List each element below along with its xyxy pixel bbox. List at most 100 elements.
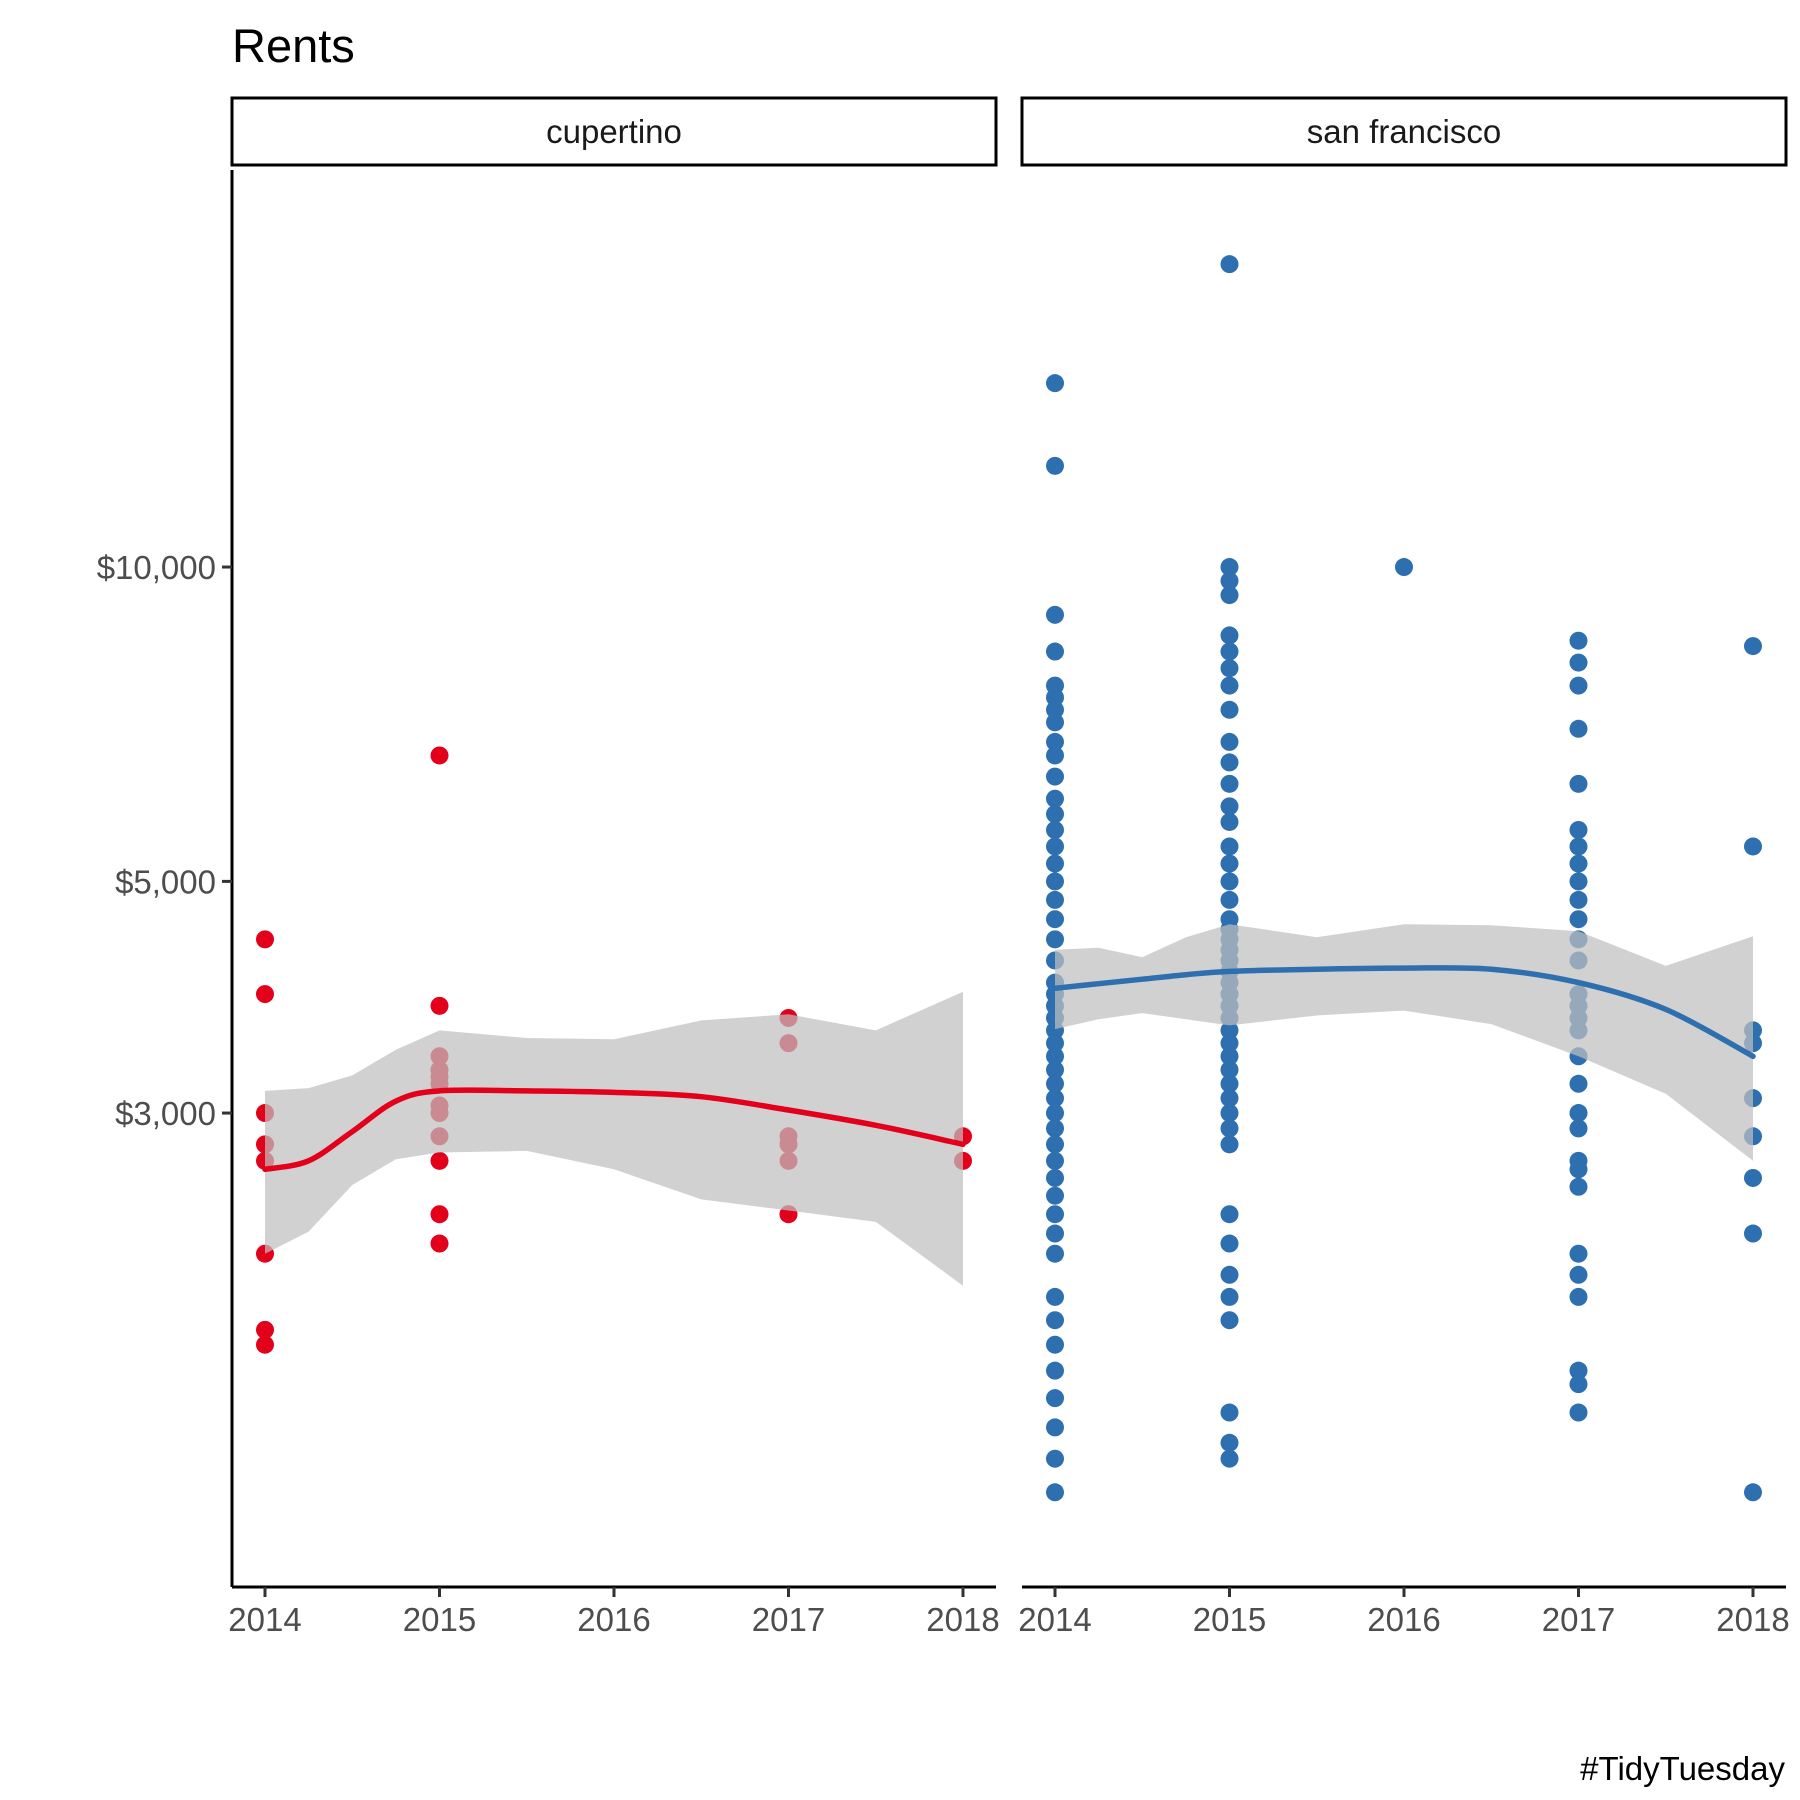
point-san-francisco-2018-6 <box>1744 1168 1762 1187</box>
point-san-francisco-2016-0 <box>1395 558 1413 577</box>
point-san-francisco-2015-43 <box>1220 1433 1239 1452</box>
point-san-francisco-2015-36 <box>1220 1135 1239 1154</box>
point-san-francisco-2014-27 <box>1046 1047 1064 1066</box>
point-san-francisco-2014-41 <box>1046 1311 1064 1330</box>
point-san-francisco-2017-1 <box>1569 653 1588 672</box>
point-san-francisco-2014-40 <box>1046 1287 1064 1306</box>
point-san-francisco-2017-29 <box>1569 1403 1588 1422</box>
point-san-francisco-2017-9 <box>1569 890 1588 909</box>
point-san-francisco-2017-0 <box>1569 631 1588 650</box>
point-san-francisco-2014-26 <box>1046 1034 1064 1053</box>
point-san-francisco-2017-6 <box>1569 837 1588 856</box>
point-san-francisco-2014-35 <box>1046 1168 1064 1187</box>
point-san-francisco-2015-14 <box>1220 837 1239 856</box>
point-san-francisco-2017-27 <box>1569 1361 1588 1380</box>
point-san-francisco-2015-11 <box>1220 774 1239 793</box>
trend-line-san-francisco <box>1052 965 1756 1060</box>
point-san-francisco-2015-41 <box>1220 1311 1239 1330</box>
point-san-francisco-2015-10 <box>1220 753 1239 772</box>
y-tick-label-3000: $3,000 <box>115 1095 216 1132</box>
chart-title: Rents <box>232 19 355 72</box>
point-san-francisco-2015-17 <box>1220 890 1239 909</box>
point-san-francisco-2015-44 <box>1220 1449 1239 1468</box>
point-san-francisco-2017-5 <box>1569 820 1588 839</box>
point-san-francisco-2015-37 <box>1220 1205 1239 1224</box>
point-san-francisco-2017-3 <box>1569 719 1588 738</box>
point-san-francisco-2015-40 <box>1220 1287 1239 1306</box>
point-san-francisco-2014-43 <box>1046 1361 1064 1380</box>
y-tick-label-10000: $10,000 <box>97 549 216 586</box>
point-san-francisco-2015-35 <box>1220 1119 1239 1138</box>
point-san-francisco-2015-30 <box>1220 1047 1239 1066</box>
point-san-francisco-2014-44 <box>1046 1389 1064 1408</box>
point-san-francisco-2014-46 <box>1046 1449 1064 1468</box>
point-cupertino-2014-6 <box>256 1320 274 1339</box>
point-cupertino-2015-0 <box>430 746 449 765</box>
point-san-francisco-2014-12 <box>1046 805 1064 824</box>
point-san-francisco-2014-11 <box>1046 789 1064 808</box>
point-cupertino-2014-7 <box>256 1335 274 1354</box>
point-san-francisco-2014-14 <box>1046 837 1064 856</box>
point-san-francisco-2015-5 <box>1220 642 1239 661</box>
point-san-francisco-2014-39 <box>1046 1244 1064 1263</box>
point-san-francisco-2014-47 <box>1046 1483 1064 1502</box>
point-san-francisco-2015-7 <box>1220 676 1239 695</box>
x-tick-label-cupertino-2016: 2016 <box>577 1601 650 1638</box>
point-san-francisco-2014-2 <box>1046 605 1064 624</box>
point-san-francisco-2014-29 <box>1046 1074 1064 1093</box>
point-san-francisco-2014-15 <box>1046 854 1064 873</box>
point-san-francisco-2014-18 <box>1046 910 1064 929</box>
point-san-francisco-2017-8 <box>1569 872 1588 891</box>
point-san-francisco-2015-38 <box>1220 1234 1239 1253</box>
x-tick-label-cupertino-2017: 2017 <box>752 1601 825 1638</box>
point-san-francisco-2014-19 <box>1046 930 1064 949</box>
point-san-francisco-2015-0 <box>1220 255 1239 274</box>
point-san-francisco-2015-42 <box>1220 1403 1239 1422</box>
point-cupertino-2015-9 <box>430 1151 449 1170</box>
point-san-francisco-2017-24 <box>1569 1244 1588 1263</box>
point-san-francisco-2014-33 <box>1046 1135 1064 1154</box>
point-san-francisco-2017-2 <box>1569 676 1588 695</box>
panel-san-francisco: san francisco 2014 2015 2016 2017 2018 <box>1018 96 1790 1638</box>
point-san-francisco-2014-1 <box>1046 456 1064 475</box>
strip-label-cupertino: cupertino <box>546 113 682 150</box>
point-san-francisco-2014-28 <box>1046 1060 1064 1079</box>
point-san-francisco-2018-0 <box>1744 637 1762 656</box>
facet-panels: cupertino 2014 2015 2016 2017 2018 $3,000 $5,00… <box>97 96 1790 1638</box>
point-san-francisco-2017-26 <box>1569 1287 1588 1306</box>
point-san-francisco-2014-45 <box>1046 1418 1064 1437</box>
point-san-francisco-2014-42 <box>1046 1335 1064 1354</box>
point-san-francisco-2017-10 <box>1569 910 1588 929</box>
y-tick-label-5000: $5,000 <box>115 863 216 900</box>
point-san-francisco-2014-6 <box>1046 700 1064 719</box>
x-tick-label-cupertino-2018: 2018 <box>926 1601 999 1638</box>
point-san-francisco-2017-28 <box>1569 1375 1588 1394</box>
point-san-francisco-2014-7 <box>1046 713 1064 732</box>
point-cupertino-2015-11 <box>430 1234 449 1253</box>
point-san-francisco-2014-32 <box>1046 1119 1064 1138</box>
point-san-francisco-2014-36 <box>1046 1186 1064 1205</box>
point-san-francisco-2015-33 <box>1220 1089 1239 1108</box>
caption: #TidyTuesday <box>1580 1750 1785 1787</box>
x-tick-label-san-francisco-2016: 2016 <box>1367 1601 1440 1638</box>
point-san-francisco-2017-7 <box>1569 854 1588 873</box>
point-san-francisco-2015-16 <box>1220 872 1239 891</box>
point-san-francisco-2017-25 <box>1569 1265 1588 1284</box>
strip-san-francisco <box>1020 96 1788 167</box>
x-tick-label-cupertino-2014: 2014 <box>228 1601 301 1638</box>
point-san-francisco-2014-9 <box>1046 746 1064 765</box>
point-san-francisco-2017-23 <box>1569 1177 1588 1196</box>
trend-line-cupertino <box>262 1087 966 1173</box>
point-san-francisco-2015-29 <box>1220 1034 1239 1053</box>
point-cupertino-2015-10 <box>430 1205 449 1224</box>
point-san-francisco-2014-8 <box>1046 732 1064 751</box>
point-cupertino-2014-0 <box>256 930 274 949</box>
point-san-francisco-2015-39 <box>1220 1265 1239 1284</box>
point-san-francisco-2015-4 <box>1220 626 1239 645</box>
point-san-francisco-2014-34 <box>1046 1151 1064 1170</box>
point-san-francisco-2017-4 <box>1569 774 1588 793</box>
point-san-francisco-2015-31 <box>1220 1060 1239 1079</box>
point-san-francisco-2015-12 <box>1220 797 1239 816</box>
point-cupertino-2014-1 <box>256 985 274 1004</box>
point-san-francisco-2014-10 <box>1046 767 1064 786</box>
